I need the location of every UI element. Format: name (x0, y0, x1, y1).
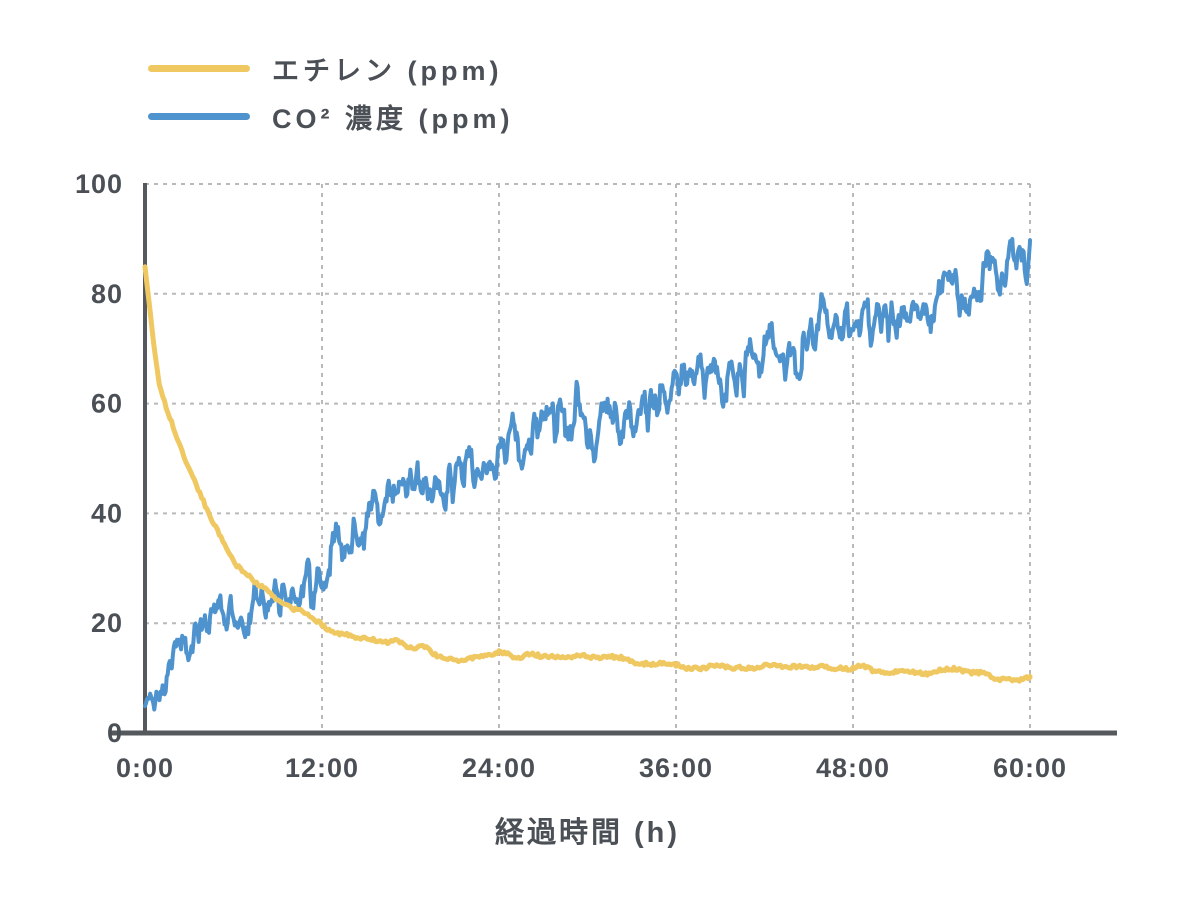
y-axis-tick-label: 80 (91, 279, 123, 309)
y-axis-tick-label: 40 (91, 498, 123, 528)
legend-label: エチレン (ppm) (272, 55, 503, 86)
legend-item-co2: CO² 濃度 (ppm) (148, 92, 513, 140)
legend-item-ethylene: エチレン (ppm) (148, 44, 513, 92)
x-axis-tick-label: 48:00 (816, 753, 890, 783)
x-axis-tick-label: 12:00 (285, 753, 359, 783)
x-axis-tick-label: 60:00 (993, 753, 1067, 783)
legend-label: CO² 濃度 (ppm) (272, 103, 514, 134)
y-axis-tick-label: 100 (75, 169, 123, 199)
legend-line-swatch-icon (148, 64, 250, 72)
y-axis-tick-label: 20 (91, 608, 123, 638)
legend: エチレン (ppm) CO² 濃度 (ppm) (148, 44, 513, 140)
x-axis-title: 経過時間 (h) (494, 817, 681, 849)
series-line-ethylene (142, 264, 1033, 684)
series-line-co2 (143, 237, 1032, 712)
legend-line-swatch-icon (148, 112, 250, 120)
x-axis-tick-label: 0:00 (116, 753, 174, 783)
x-axis-tick-label: 24:00 (462, 753, 536, 783)
y-axis-tick-label: 0 (107, 718, 123, 748)
x-axis-tick-label: 36:00 (639, 753, 713, 783)
y-axis-tick-label: 60 (91, 389, 123, 419)
